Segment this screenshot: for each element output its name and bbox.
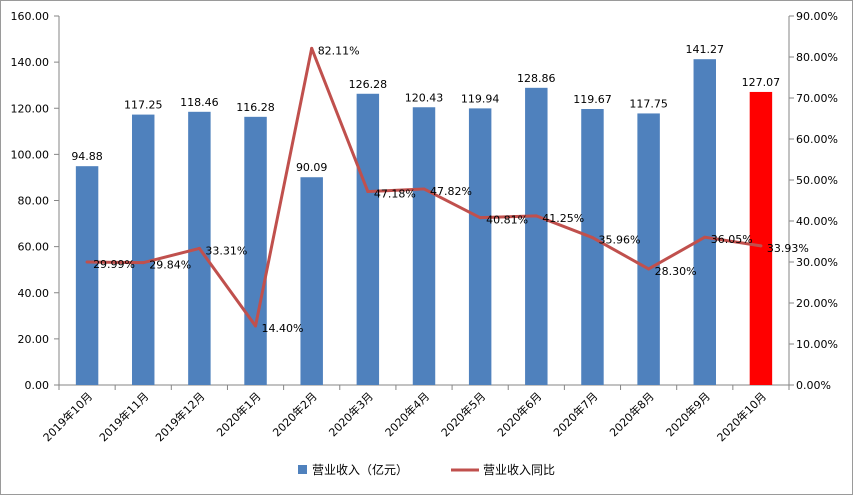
line-point bbox=[590, 236, 594, 240]
bar bbox=[244, 116, 267, 385]
bar bbox=[637, 113, 660, 386]
bar bbox=[749, 91, 773, 385]
y-left-tick-label: 160.00 bbox=[11, 10, 50, 23]
x-tick-label: 2020年9月 bbox=[663, 389, 713, 439]
bar-data-label: 117.25 bbox=[124, 99, 163, 112]
x-tick-label: 2019年12月 bbox=[152, 389, 207, 444]
line-data-label: 29.99% bbox=[93, 258, 135, 271]
bar-data-label: 94.88 bbox=[71, 150, 103, 163]
line-data-label: 82.11% bbox=[318, 44, 360, 57]
x-tick-label: 2020年2月 bbox=[270, 389, 320, 439]
x-tick-label: 2020年8月 bbox=[607, 389, 657, 439]
bar-data-label: 120.43 bbox=[405, 91, 444, 104]
line-data-label: 33.93% bbox=[767, 242, 809, 255]
bar-data-label: 118.46 bbox=[180, 96, 219, 109]
line-data-label: 33.31% bbox=[205, 244, 247, 257]
line-point bbox=[254, 324, 258, 328]
x-tick-label: 2020年4月 bbox=[382, 389, 432, 439]
y-right-tick-label: 30.00% bbox=[796, 256, 838, 269]
y-right-tick-label: 0.00% bbox=[796, 379, 831, 392]
y-left-tick-label: 0.00 bbox=[25, 379, 50, 392]
bar-series bbox=[75, 59, 773, 386]
legend-label-line: 营业收入同比 bbox=[483, 463, 555, 477]
bar bbox=[693, 59, 716, 385]
y-left-tick-label: 20.00 bbox=[18, 333, 50, 346]
bar-data-label: 127.07 bbox=[742, 76, 781, 89]
bar-data-label: 119.67 bbox=[573, 93, 612, 106]
y-left-tick-label: 80.00 bbox=[18, 195, 50, 208]
y-left-tick-label: 140.00 bbox=[11, 56, 50, 69]
y-axis-right: 0.00% 10.00% 20.00% 30.00% 40.00% 50.00% 60.00… bbox=[789, 10, 838, 392]
line-series bbox=[85, 46, 763, 328]
line-data-label: 40.81% bbox=[486, 214, 528, 227]
line-data-label: 47.82% bbox=[430, 185, 472, 198]
bar-data-label: 141.27 bbox=[686, 43, 725, 56]
line-point bbox=[141, 261, 145, 265]
y-right-tick-label: 90.00% bbox=[796, 10, 838, 23]
line-point bbox=[85, 260, 89, 264]
line-point bbox=[759, 244, 763, 248]
line-data-label: 35.96% bbox=[598, 234, 640, 247]
line-point bbox=[197, 246, 201, 250]
line-point bbox=[478, 216, 482, 220]
bar bbox=[132, 114, 155, 385]
y-left-tick-label: 100.00 bbox=[11, 148, 50, 161]
bar-data-label: 119.94 bbox=[461, 92, 500, 105]
line-point bbox=[422, 187, 426, 191]
x-tick-label: 2019年10月 bbox=[40, 389, 95, 444]
x-tick-label: 2020年6月 bbox=[494, 389, 544, 439]
bar bbox=[300, 177, 323, 385]
line-data-label: 14.40% bbox=[262, 322, 304, 335]
bar-data-label: 126.28 bbox=[349, 78, 388, 91]
legend: 营业收入（亿元） 营业收入同比 bbox=[298, 462, 555, 477]
bar-data-label: 117.75 bbox=[629, 97, 668, 110]
bar-data-labels: 94.88 117.25 118.46 116.28 90.09 126.28 120.43… bbox=[71, 43, 780, 174]
y-right-tick-label: 20.00% bbox=[796, 297, 838, 310]
bar bbox=[412, 107, 436, 386]
bar bbox=[75, 166, 99, 385]
x-tick-label: 2020年10月 bbox=[714, 389, 769, 444]
bar bbox=[525, 87, 548, 386]
line-data-label: 41.25% bbox=[542, 212, 584, 225]
line-data-label: 28.30% bbox=[655, 265, 697, 278]
x-tick-label: 2020年3月 bbox=[326, 389, 376, 439]
line-point bbox=[310, 46, 314, 50]
line-data-label: 29.84% bbox=[149, 259, 191, 272]
x-tick-label: 2020年1月 bbox=[213, 389, 263, 439]
line-point bbox=[534, 214, 538, 218]
x-tick-label: 2020年5月 bbox=[438, 389, 488, 439]
y-axis-left: 0.00 20.00 40.00 60.00 80.00 100.00 120.00 140.… bbox=[11, 10, 59, 392]
x-tick-label: 2020年7月 bbox=[550, 389, 600, 439]
y-left-tick-label: 120.00 bbox=[11, 102, 50, 115]
y-right-tick-label: 40.00% bbox=[796, 215, 838, 228]
line-point bbox=[366, 190, 370, 194]
line-data-labels: 29.99% 29.84% 33.31% 14.40% 82.11% 47.18% 47.8… bbox=[93, 44, 809, 335]
x-tick-label: 2019年11月 bbox=[96, 389, 151, 444]
bar bbox=[468, 108, 492, 386]
bar-data-label: 90.09 bbox=[296, 161, 328, 174]
bar bbox=[581, 109, 604, 386]
y-left-tick-label: 40.00 bbox=[18, 287, 50, 300]
y-right-tick-label: 10.00% bbox=[796, 338, 838, 351]
y-right-tick-label: 80.00% bbox=[796, 51, 838, 64]
legend-swatch-bar bbox=[298, 465, 307, 474]
line-point bbox=[647, 267, 651, 271]
x-axis: 2019年10月 2019年11月 2019年12月 2020年1月 2020年2月 20… bbox=[40, 385, 790, 444]
y-right-tick-label: 70.00% bbox=[796, 92, 838, 105]
line-point bbox=[703, 235, 707, 239]
line-data-label: 47.18% bbox=[374, 188, 416, 201]
y-right-tick-label: 50.00% bbox=[796, 174, 838, 187]
bar-data-label: 116.28 bbox=[236, 101, 275, 114]
legend-label-bar: 营业收入（亿元） bbox=[312, 462, 408, 477]
y-right-tick-label: 60.00% bbox=[796, 133, 838, 146]
y-left-tick-label: 60.00 bbox=[18, 241, 50, 254]
bar-data-label: 128.86 bbox=[517, 72, 556, 85]
line-data-label: 36.05% bbox=[711, 233, 753, 246]
bar bbox=[356, 93, 380, 385]
